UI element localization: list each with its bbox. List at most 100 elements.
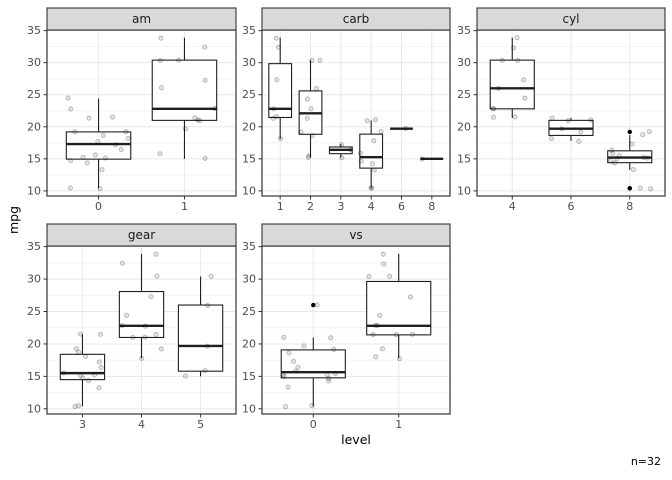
jitter-point — [65, 95, 71, 101]
boxplot-gear-5 — [177, 276, 224, 377]
jitter-point — [281, 334, 287, 340]
jitter-point — [68, 158, 74, 164]
facet-strip — [261, 223, 451, 247]
boxplot-am-0 — [65, 98, 132, 189]
jitter-point — [640, 132, 646, 138]
jitter-point — [309, 57, 315, 64]
y-tick-label: 30 — [242, 56, 256, 69]
jitter-point — [202, 155, 208, 161]
jitter-point — [271, 106, 277, 112]
y-tick-label: 30 — [27, 56, 41, 69]
jitter-point — [293, 368, 299, 374]
jitter-point — [274, 114, 280, 120]
jitter-point — [378, 129, 384, 135]
y-tick-label: 35 — [457, 24, 471, 37]
facet-vs: 10 15 20 25 30 35 0 1 vs — [242, 223, 451, 431]
jitter-point — [125, 135, 131, 141]
jitter-point — [92, 152, 98, 158]
jitter-point — [610, 150, 616, 157]
boxplot-carb-3 — [328, 144, 353, 158]
jitter-point — [373, 354, 379, 360]
jitter-point — [295, 364, 301, 370]
boxplot-gear-3 — [59, 334, 106, 407]
jitter-point — [358, 158, 364, 164]
jitter-point — [648, 186, 654, 192]
boxplot-cyl-8 — [607, 135, 653, 170]
boxplot-cyl-6 — [548, 117, 594, 141]
y-tick-label: 30 — [27, 273, 41, 286]
jitter-point — [371, 167, 377, 173]
jitter-point — [609, 147, 615, 153]
jitter-point — [68, 106, 74, 112]
jitter-point — [301, 343, 307, 349]
jitter-point — [332, 370, 338, 376]
jitter-point — [97, 186, 103, 192]
jitter-point — [275, 44, 282, 50]
x-tick-label: 1 — [277, 200, 284, 213]
jitter-point — [369, 185, 375, 191]
jitter-point — [637, 185, 643, 191]
jitter-point — [277, 136, 283, 142]
jitter-point — [491, 106, 497, 112]
y-tick-label: 10 — [457, 184, 471, 197]
y-tick-label: 10 — [242, 184, 256, 197]
jitter-point — [616, 153, 622, 159]
box-iqr — [65, 131, 132, 160]
y-tick-label: 20 — [27, 120, 41, 133]
jitter-point — [84, 160, 90, 166]
jitter-point — [490, 114, 496, 120]
jitter-point — [153, 251, 159, 257]
jitter-point — [304, 96, 310, 102]
jitter-point — [325, 378, 331, 384]
jitter-point — [72, 403, 78, 410]
jitter-point — [357, 150, 363, 156]
jitter-point — [78, 331, 84, 337]
jitter-point — [645, 155, 651, 161]
jitter-point — [331, 346, 337, 352]
jitter-point — [499, 57, 505, 64]
jitter-point — [60, 370, 67, 376]
jitter-point — [202, 77, 208, 83]
boxplot-gear-4 — [118, 253, 165, 359]
facet-strip-title: am — [132, 12, 151, 26]
jitter-point — [369, 161, 375, 167]
jitter-point — [99, 167, 105, 173]
jitter-point — [197, 118, 203, 124]
jitter-point — [148, 294, 154, 300]
jitter-point — [182, 373, 188, 379]
x-tick-label: 6 — [398, 200, 405, 213]
jitter-point — [142, 323, 148, 329]
jitter-point — [630, 167, 636, 173]
jitter-point — [119, 260, 125, 266]
box-iqr — [268, 63, 293, 119]
jitter-point — [521, 77, 527, 83]
x-tick-label: 2 — [307, 200, 314, 213]
y-axis-title: mpg — [5, 205, 21, 235]
y-tick-label: 10 — [27, 184, 41, 197]
jitter-point — [158, 346, 164, 352]
y-tick-label: 25 — [242, 88, 256, 101]
jitter-point — [328, 335, 334, 341]
jitter-point — [76, 349, 82, 355]
jitter-point — [192, 115, 198, 121]
x-tick-label: 8 — [428, 200, 435, 213]
x-tick-label: 4 — [368, 200, 375, 213]
facet-strip — [46, 7, 237, 31]
facet-strip-title: carb — [343, 12, 370, 26]
jitter-point — [100, 132, 106, 138]
jitter-point — [286, 350, 292, 356]
jitter-point — [614, 156, 620, 162]
x-tick-label: 1 — [395, 418, 402, 431]
jitter-point — [102, 155, 108, 161]
x-tick-label: 3 — [337, 200, 344, 213]
jitter-point — [80, 375, 86, 381]
jitter-point — [588, 117, 594, 123]
jitter-point — [182, 126, 188, 132]
jitter-point — [371, 138, 377, 144]
jitter-point — [549, 115, 555, 121]
jitter-point — [82, 353, 89, 360]
jitter-point — [158, 35, 164, 41]
y-tick-label: 20 — [27, 337, 41, 350]
